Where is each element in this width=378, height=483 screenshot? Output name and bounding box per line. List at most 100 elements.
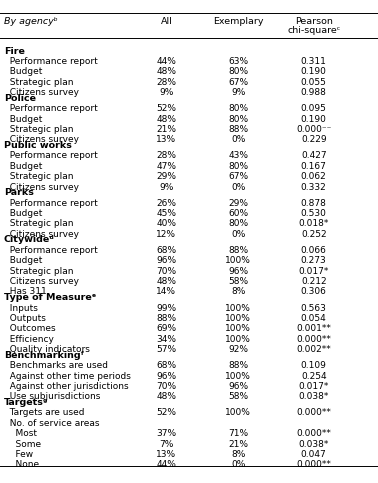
Text: 0.018*: 0.018* <box>299 219 329 228</box>
Text: 0.017*: 0.017* <box>299 382 329 391</box>
Text: Strategic plan: Strategic plan <box>4 267 73 276</box>
Text: 0.311: 0.311 <box>301 57 327 66</box>
Text: 67%: 67% <box>228 78 248 86</box>
Text: 0.062: 0.062 <box>301 172 327 181</box>
Text: Citizens survey: Citizens survey <box>4 135 79 144</box>
Text: Performance report: Performance report <box>4 57 98 66</box>
Text: 100%: 100% <box>225 324 251 333</box>
Text: 60%: 60% <box>228 209 248 218</box>
Text: 14%: 14% <box>156 287 176 297</box>
Text: Budget: Budget <box>4 209 42 218</box>
Text: Performance report: Performance report <box>4 151 98 160</box>
Text: 0%: 0% <box>231 183 245 192</box>
Text: 44%: 44% <box>156 57 176 66</box>
Text: Efficiency: Efficiency <box>4 335 54 344</box>
Text: 48%: 48% <box>156 67 176 76</box>
Text: 0.000**: 0.000** <box>296 460 331 469</box>
Text: Strategic plan: Strategic plan <box>4 219 73 228</box>
Text: 37%: 37% <box>156 429 177 438</box>
Text: 71%: 71% <box>228 429 248 438</box>
Text: 0.878: 0.878 <box>301 199 327 208</box>
Text: 0.229: 0.229 <box>301 135 327 144</box>
Text: 100%: 100% <box>225 371 251 381</box>
Text: 0.017*: 0.017* <box>299 267 329 276</box>
Text: Public works: Public works <box>4 141 72 150</box>
Text: 0.252: 0.252 <box>301 230 327 239</box>
Text: 0.254: 0.254 <box>301 371 327 381</box>
Text: 80%: 80% <box>228 162 248 171</box>
Text: 0.000**: 0.000** <box>296 409 331 417</box>
Text: Strategic plan: Strategic plan <box>4 78 73 86</box>
Text: 70%: 70% <box>156 382 177 391</box>
Text: 63%: 63% <box>228 57 248 66</box>
Text: 0.054: 0.054 <box>301 314 327 323</box>
Text: Citywideᵈ: Citywideᵈ <box>4 236 54 244</box>
Text: 0.563: 0.563 <box>301 303 327 313</box>
Text: Performance report: Performance report <box>4 104 98 113</box>
Text: 58%: 58% <box>228 277 248 286</box>
Text: 21%: 21% <box>228 440 248 449</box>
Text: 67%: 67% <box>228 172 248 181</box>
Text: No. of service areas: No. of service areas <box>4 419 99 428</box>
Text: 48%: 48% <box>156 114 176 124</box>
Text: None: None <box>4 460 39 469</box>
Text: 0.190: 0.190 <box>301 114 327 124</box>
Text: Budget: Budget <box>4 114 42 124</box>
Text: 40%: 40% <box>156 219 176 228</box>
Text: 48%: 48% <box>156 277 176 286</box>
Text: 68%: 68% <box>156 246 177 255</box>
Text: 0.332: 0.332 <box>301 183 327 192</box>
Text: 0.095: 0.095 <box>301 104 327 113</box>
Text: 0.055: 0.055 <box>301 78 327 86</box>
Text: 0%: 0% <box>231 230 245 239</box>
Text: 0.190: 0.190 <box>301 67 327 76</box>
Text: 9%: 9% <box>159 183 174 192</box>
Text: 0.047: 0.047 <box>301 450 327 459</box>
Text: 57%: 57% <box>156 345 177 354</box>
Text: 45%: 45% <box>156 209 176 218</box>
Text: 100%: 100% <box>225 303 251 313</box>
Text: Benchmarkingᶠ: Benchmarkingᶠ <box>4 351 84 360</box>
Text: 88%: 88% <box>228 361 248 370</box>
Text: 96%: 96% <box>228 382 248 391</box>
Text: 52%: 52% <box>156 104 176 113</box>
Text: 0.988: 0.988 <box>301 88 327 97</box>
Text: Budget: Budget <box>4 256 42 265</box>
Text: Strategic plan: Strategic plan <box>4 125 73 134</box>
Text: Outcomes: Outcomes <box>4 324 56 333</box>
Text: 88%: 88% <box>228 246 248 255</box>
Text: 99%: 99% <box>156 303 177 313</box>
Text: 0.427: 0.427 <box>301 151 327 160</box>
Text: 69%: 69% <box>156 324 177 333</box>
Text: Benchmarks are used: Benchmarks are used <box>4 361 108 370</box>
Text: 13%: 13% <box>156 135 177 144</box>
Text: 12%: 12% <box>156 230 176 239</box>
Text: 92%: 92% <box>228 345 248 354</box>
Text: 0.212: 0.212 <box>301 277 327 286</box>
Text: Targets are used: Targets are used <box>4 409 84 417</box>
Text: Parks: Parks <box>4 188 34 197</box>
Text: 0.000**: 0.000** <box>296 335 331 344</box>
Text: 43%: 43% <box>228 151 248 160</box>
Text: 26%: 26% <box>156 199 176 208</box>
Text: 0.038*: 0.038* <box>299 392 329 401</box>
Text: Citizens survey: Citizens survey <box>4 230 79 239</box>
Text: 34%: 34% <box>156 335 176 344</box>
Text: 88%: 88% <box>228 125 248 134</box>
Text: 0.002**: 0.002** <box>296 345 331 354</box>
Text: 80%: 80% <box>228 104 248 113</box>
Text: 88%: 88% <box>156 314 177 323</box>
Text: Targetsᵍ: Targetsᵍ <box>4 398 48 407</box>
Text: 0.000**: 0.000** <box>296 429 331 438</box>
Text: 47%: 47% <box>156 162 176 171</box>
Text: Citizens survey: Citizens survey <box>4 277 79 286</box>
Text: 0.167: 0.167 <box>301 162 327 171</box>
Text: 80%: 80% <box>228 219 248 228</box>
Text: Performance report: Performance report <box>4 246 98 255</box>
Text: Fire: Fire <box>4 46 25 56</box>
Text: Budget: Budget <box>4 67 42 76</box>
Text: 28%: 28% <box>156 151 176 160</box>
Text: 28%: 28% <box>156 78 176 86</box>
Text: Pearson: Pearson <box>295 17 333 26</box>
Text: 48%: 48% <box>156 392 176 401</box>
